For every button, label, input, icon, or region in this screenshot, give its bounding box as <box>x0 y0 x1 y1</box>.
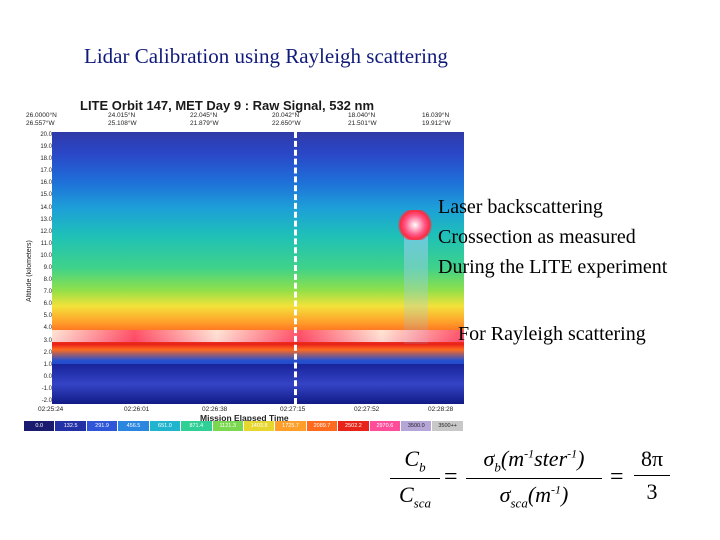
y-tick: 2.0 <box>43 349 52 356</box>
y-tick: 11.0 <box>40 240 52 247</box>
coord-lon: 22.650°W <box>272 120 301 127</box>
fraction-sigma: σb(m-1ster-1) σsca(m-1) <box>466 446 602 512</box>
y-tick: 6.0 <box>43 301 52 308</box>
y-tick: 3.0 <box>43 337 52 344</box>
colorbar-cell: 2970.6 <box>369 421 402 431</box>
rayleigh-equation: Cb Csca = σb(m-1ster-1) σsca(m-1) = 8π 3 <box>384 440 684 520</box>
coord-label: 18.040°N 21.501°W <box>348 112 408 128</box>
coord-lat: 20.042°N <box>272 112 300 119</box>
y-tick: 17.0 <box>40 168 52 175</box>
y-tick: 19.0 <box>40 144 52 151</box>
description-line: Crossection as measured <box>438 226 636 248</box>
coord-lat: 26.0000°N <box>26 112 57 119</box>
y-tick: 12.0 <box>40 228 52 235</box>
y-axis-ticks: 20.0 19.0 18.0 17.0 16.0 15.0 14.0 13.0 12.0 11.0… <box>36 132 52 404</box>
coord-lon: 19.912°W <box>422 120 451 127</box>
y-tick: 1.0 <box>43 361 52 368</box>
colorbar-cell: 3500.0 <box>401 421 433 431</box>
description-line: During the LITE experiment <box>438 256 668 278</box>
x-tick: 02:27:15 <box>280 406 306 413</box>
y-tick: 18.0 <box>40 156 52 163</box>
colorbar-cell: 1121.3 <box>212 421 244 431</box>
coord-lon: 21.879°W <box>190 120 219 127</box>
y-tick: 5.0 <box>43 313 52 320</box>
coord-label: 24.015°N 25.108°W <box>108 112 168 128</box>
y-tick: 8.0 <box>43 277 52 284</box>
description-block: Laser backscattering Crossection as meas… <box>438 192 667 282</box>
y-tick: -2.0 <box>41 398 52 404</box>
coord-lat: 16.039°N <box>422 112 450 119</box>
coord-lat: 22.045°N <box>190 112 218 119</box>
coord-label: 26.0000°N 26.557°W <box>26 112 86 128</box>
y-tick: 14.0 <box>40 204 52 211</box>
ground-return <box>52 364 464 404</box>
colorbar-cell: 1725.7 <box>275 421 307 431</box>
y-tick: 9.0 <box>43 265 52 271</box>
coord-label: 22.045°N 21.879°W <box>190 112 250 128</box>
y-tick: -1.0 <box>41 385 52 392</box>
x-axis-label: Mission Elapsed Time <box>200 413 289 423</box>
y-tick: 13.0 <box>40 216 52 223</box>
x-tick: 02:28:28 <box>428 406 454 413</box>
lidar-backscatter-image <box>52 132 464 404</box>
colorbar-cell: 2089.7 <box>306 421 339 431</box>
high-cloud <box>396 210 434 240</box>
colorbar-cell: 1403.8 <box>243 421 276 431</box>
colorbar-cell: 3500++ <box>432 421 464 431</box>
boundary-layer-band <box>52 330 464 342</box>
coord-lon: 21.501°W <box>348 120 377 127</box>
y-tick: 20.0 <box>40 132 52 138</box>
colorbar-cell: 871.4 <box>181 421 213 431</box>
colorbar-cell: 651.0 <box>149 421 182 431</box>
lidar-figure: LITE Orbit 147, MET Day 9 : Raw Signal, … <box>24 96 464 434</box>
slide-title: Lidar Calibration using Rayleigh scatter… <box>84 44 448 68</box>
coord-label: 20.042°N 22.650°W <box>272 112 332 128</box>
colorbar-cell: 456.5 <box>118 421 150 431</box>
y-tick: 10.0 <box>40 252 52 259</box>
x-tick: 02:26:38 <box>202 406 228 413</box>
x-tick: 02:25:24 <box>38 406 64 413</box>
figure-title: LITE Orbit 147, MET Day 9 : Raw Signal, … <box>80 98 375 113</box>
coord-lat: 24.015°N <box>108 112 136 119</box>
fraction-cb-csca: Cb Csca <box>390 446 440 512</box>
y-tick: 4.0 <box>43 325 52 332</box>
x-tick: 02:26:01 <box>124 406 150 413</box>
x-tick: 02:27:52 <box>354 406 380 413</box>
coord-lon: 25.108°W <box>108 120 137 127</box>
colorbar-cell: 0.0 <box>24 421 56 431</box>
y-tick: 15.0 <box>40 192 52 199</box>
colorbar-cell: 132.5 <box>55 421 87 431</box>
storm-column <box>404 236 428 344</box>
equals-sign: = <box>610 464 624 490</box>
coord-lat: 18.040°N <box>348 112 376 119</box>
equals-sign: = <box>444 464 458 490</box>
coord-label: 16.039°N 19.912°W <box>422 112 464 128</box>
y-tick: 0.0 <box>43 373 52 380</box>
rayleigh-caption: For Rayleigh scattering <box>458 323 646 345</box>
colorbar-cell: 2502.2 <box>338 421 370 431</box>
coord-lon: 26.557°W <box>26 120 55 127</box>
colorbar: 0.0 132.5 291.9 456.5 651.0 871.4 1121.3 1403.8… <box>24 421 464 431</box>
y-tick: 16.0 <box>40 180 52 187</box>
calibration-marker-line <box>294 132 297 404</box>
colorbar-cell: 291.9 <box>86 421 119 431</box>
description-line: Laser backscattering <box>438 196 603 218</box>
y-tick: 7.0 <box>43 289 52 296</box>
fraction-8pi-3: 8π 3 <box>634 446 670 505</box>
